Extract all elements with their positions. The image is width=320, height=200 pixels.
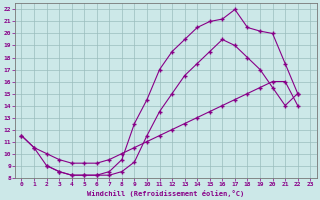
X-axis label: Windchill (Refroidissement éolien,°C): Windchill (Refroidissement éolien,°C) xyxy=(87,190,244,197)
